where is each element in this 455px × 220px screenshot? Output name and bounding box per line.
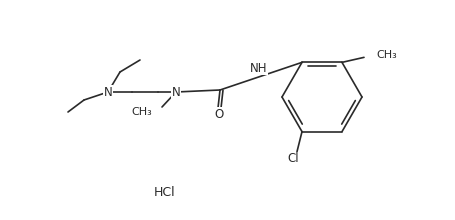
Text: CH₃: CH₃: [131, 107, 152, 117]
Text: N: N: [172, 86, 180, 99]
Text: NH: NH: [250, 62, 268, 75]
Text: CH₃: CH₃: [376, 50, 397, 60]
Text: Cl: Cl: [287, 152, 299, 165]
Text: O: O: [214, 108, 223, 121]
Text: HCl: HCl: [154, 185, 176, 198]
Text: N: N: [104, 86, 112, 99]
